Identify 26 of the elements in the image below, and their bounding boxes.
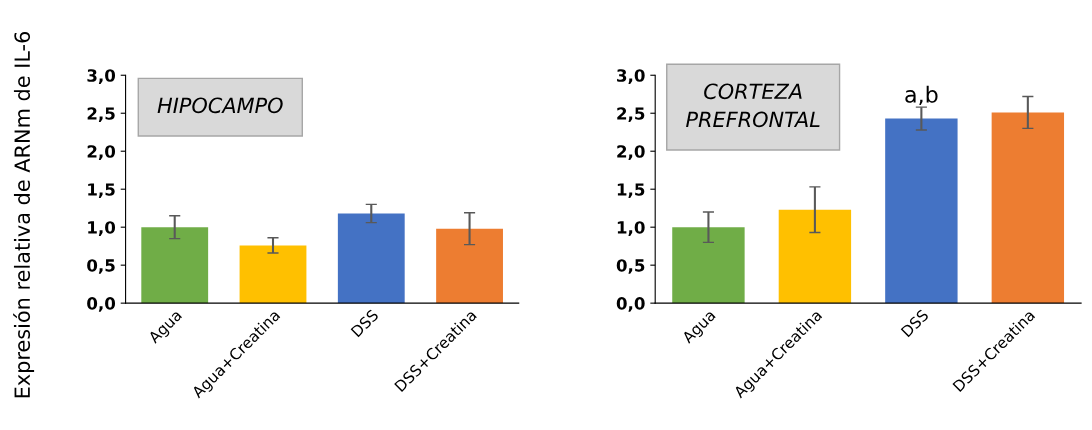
- y-tick-label: 2,0: [617, 145, 645, 160]
- annotation: a,b: [905, 85, 938, 106]
- y-tick-label: 0,5: [87, 259, 115, 274]
- y-tick-label: 1,0: [88, 221, 116, 236]
- y-tick-label: 2,5: [617, 107, 645, 122]
- bar: [436, 228, 503, 304]
- bar: [672, 227, 745, 304]
- bar: [337, 213, 405, 304]
- y-tick-label: 1,0: [617, 221, 645, 236]
- y-tick-label: 0,0: [87, 297, 116, 312]
- y-tick-label: 2,5: [87, 107, 115, 122]
- y-tick-label: 0,0: [616, 297, 645, 312]
- y-tick-label: 3,0: [87, 69, 116, 84]
- bar: [991, 112, 1065, 304]
- y-tick-label: 0,5: [616, 259, 645, 274]
- y-tick-label: 3,0: [617, 69, 645, 84]
- bar: [885, 118, 958, 304]
- y-tick-label: 1,5: [88, 183, 115, 198]
- text: CORTEZA PREFRONTAL: [686, 83, 820, 128]
- bar: [778, 209, 852, 304]
- y-tick-label: 1,5: [617, 183, 645, 198]
- y-tick-label: 2,0: [87, 145, 116, 160]
- text: HIPOCAMPO: [157, 97, 283, 114]
- bar: [239, 245, 307, 304]
- bar: [141, 227, 209, 304]
- y-axis-title: Expresión relativa de ARNm de IL-6: [13, 31, 35, 398]
